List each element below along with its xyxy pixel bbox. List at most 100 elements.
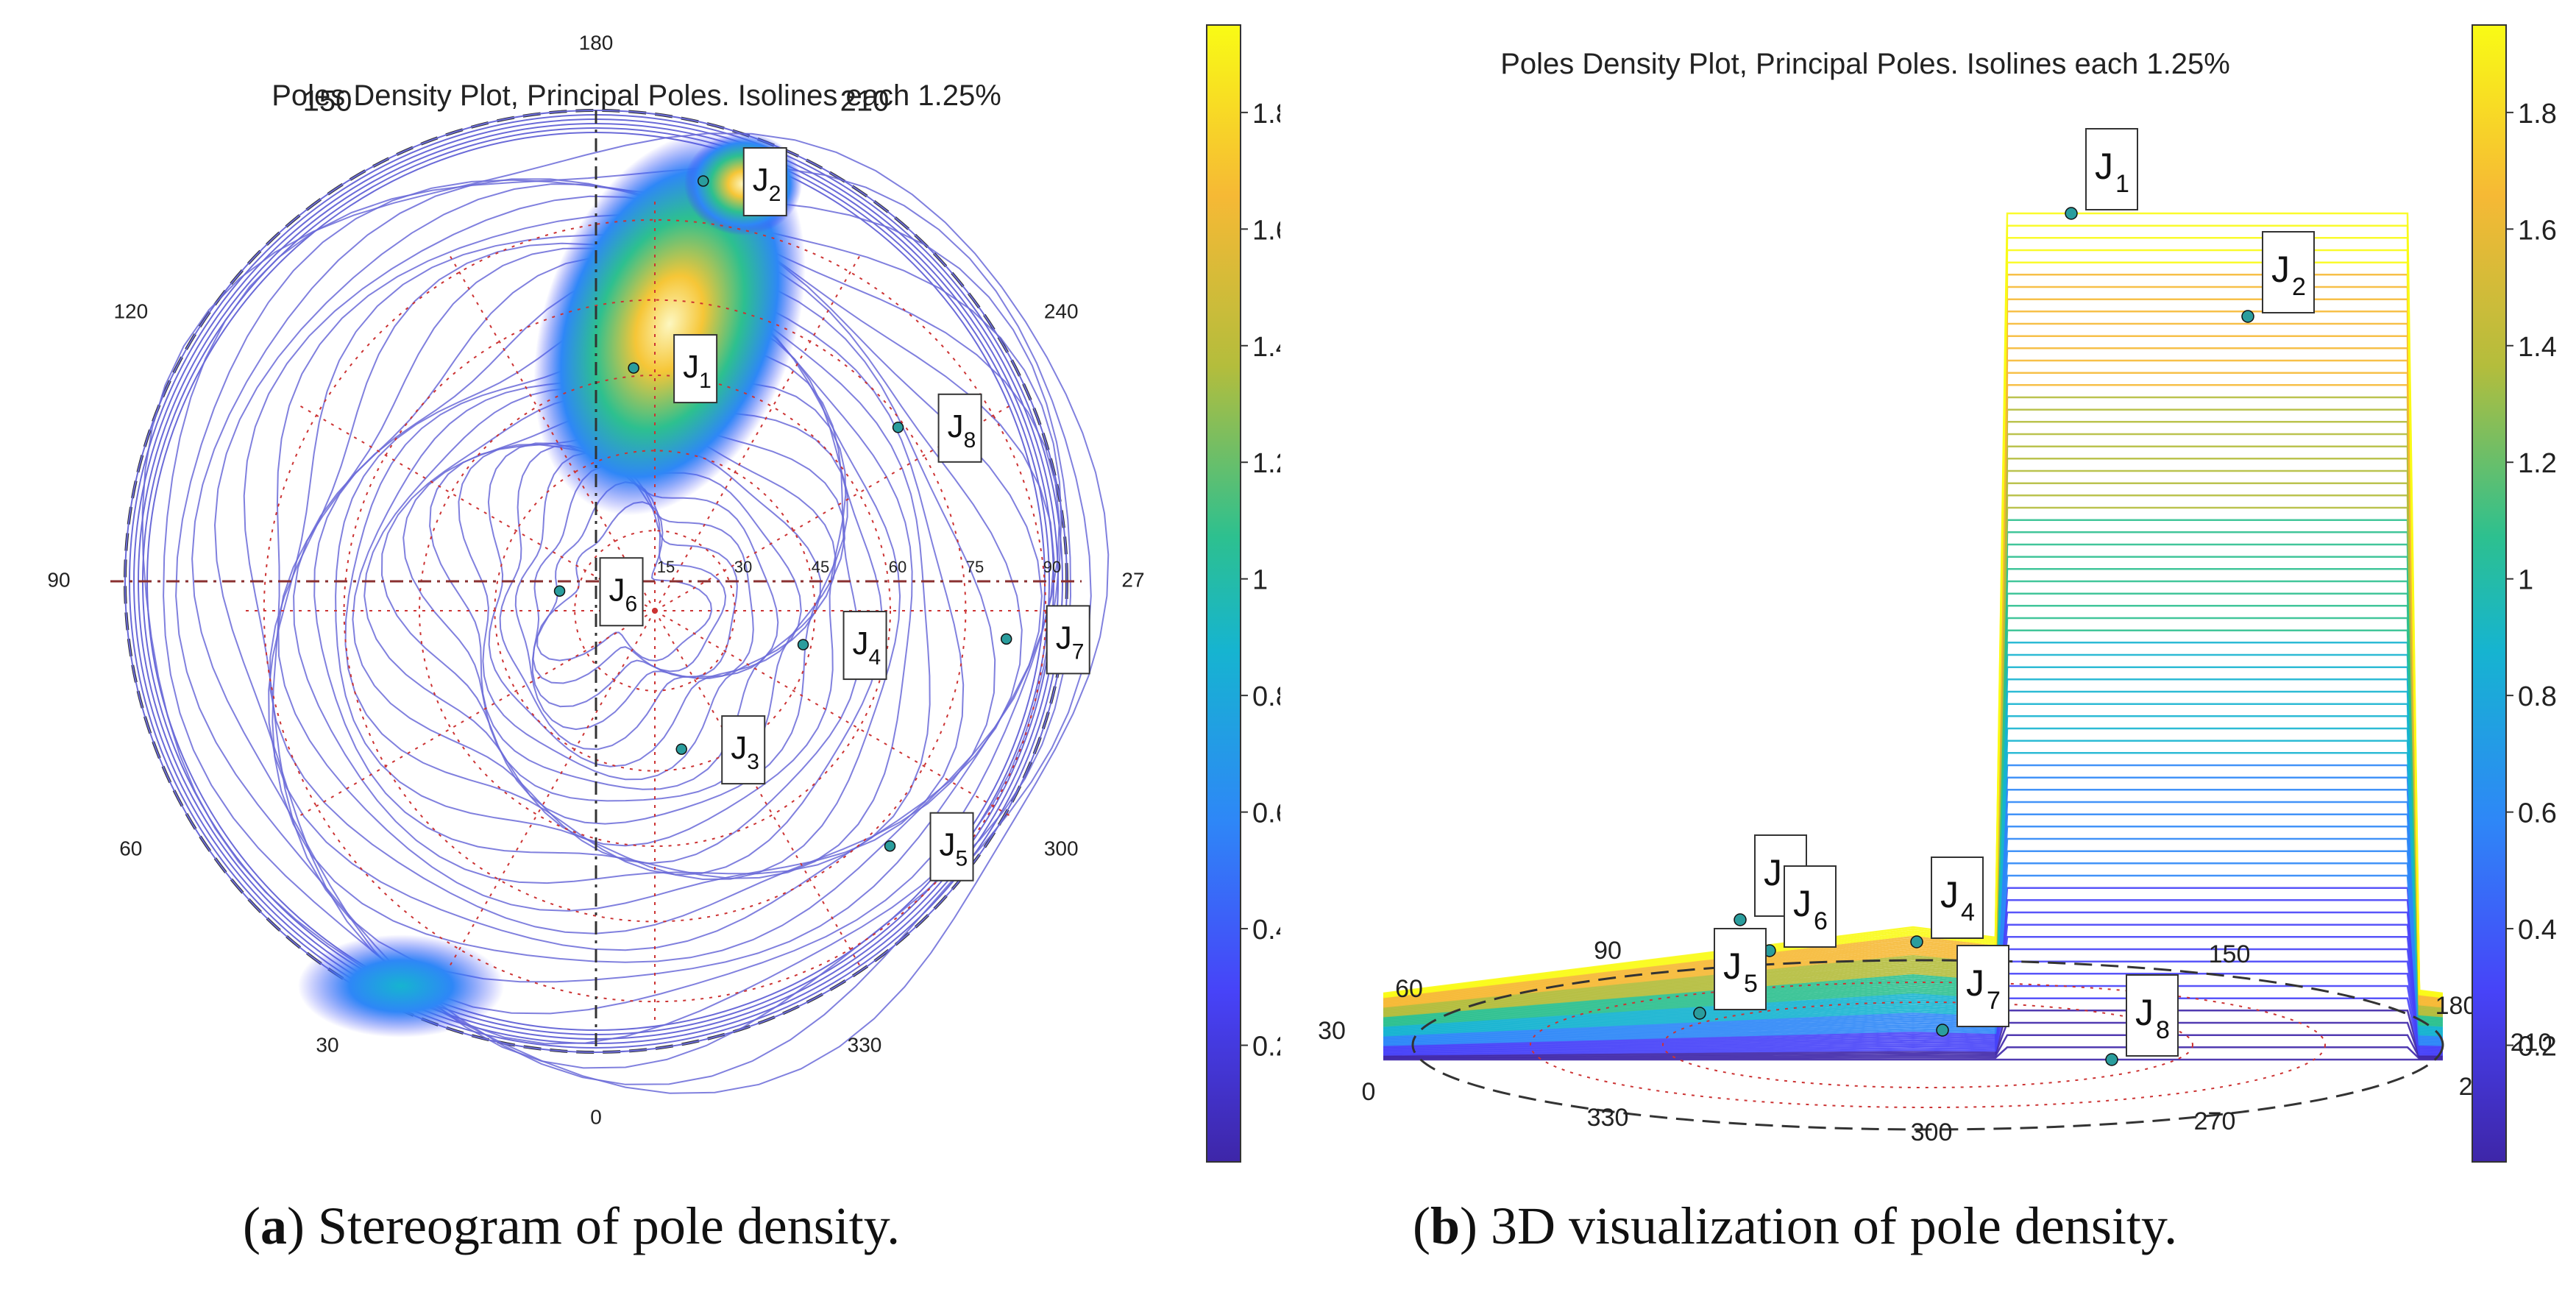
surface-line: [1383, 752, 2444, 1037]
surface-line: [1383, 813, 2444, 1042]
dip-label: 60: [889, 558, 906, 576]
joint-label-3d: J: [1764, 852, 1782, 893]
azimuth-ray: [297, 404, 656, 611]
joint-label-sub: 5: [956, 847, 968, 871]
surface-line: [1383, 249, 2444, 998]
surface-line: [1383, 715, 2444, 1034]
base-azimuth-label: 60: [1395, 975, 1423, 1003]
joint-marker-3d: [1910, 935, 1923, 948]
joint-marker-3d: [2241, 310, 2254, 323]
surface-line: [1383, 740, 2444, 1036]
joint-marker-3d: [2105, 1053, 2118, 1066]
surface-line: [1383, 224, 2444, 996]
azimuth-label: 330: [848, 1034, 882, 1057]
panel-b-3d-surface: Poles Density Plot, Principal Poles. Iso…: [1318, 24, 2557, 1163]
colorbar-tick-label: 1.6: [1252, 215, 1280, 246]
dip-label: 15: [657, 558, 675, 576]
joint-label: J: [609, 572, 625, 608]
surface-line: [1383, 973, 2444, 1054]
colorbar-a-ticks: 0.2 0.4 0.6 0.8 1 1.2 1.4 1.6 1.8: [1241, 99, 1280, 1063]
surface-line: [1383, 605, 2444, 1025]
colorbar-b-bar: [2472, 24, 2507, 1163]
surface-line: [1383, 764, 2444, 1038]
colorbar-tick-label: 1.2: [1252, 448, 1280, 479]
surface-line: [1383, 212, 2444, 995]
colorbar-tick-label: 1.4: [2518, 332, 2557, 363]
azimuth-ray: [654, 404, 1012, 611]
joint-label-box: [673, 334, 718, 404]
azimuth-ray: [654, 610, 1012, 818]
joint-label-box: [1046, 605, 1090, 675]
joint-label-box: [842, 611, 887, 681]
azimuth-label: 210: [840, 85, 890, 118]
isoline: [514, 452, 754, 731]
colorbar-tick-label: 0.6: [2518, 798, 2557, 829]
base-azimuth-label: 180: [2435, 992, 2477, 1020]
isoline: [175, 179, 1072, 1069]
surface-line: [1383, 642, 2444, 1028]
surface-line: [1383, 1021, 2444, 1058]
surface-line: [1383, 519, 2444, 1018]
base-azimuth-label: 30: [1318, 1017, 1346, 1045]
colorbar-tick-label: 0.4: [2518, 915, 2557, 946]
joint-label-3d: J: [1723, 946, 1742, 987]
joint-markers: J 2J 1J 8J 4J 6J 7J 3J 5: [553, 146, 1090, 882]
panel-a-title: Poles Density Plot, Principal Poles. Iso…: [272, 79, 1001, 112]
surface-line: [1383, 850, 2444, 1045]
polar-grid: [243, 199, 1067, 1023]
joint-label-box-3d: [1931, 857, 1984, 939]
surface-line: [1383, 274, 2444, 999]
joint-marker: [797, 639, 809, 650]
joint-marker: [892, 422, 904, 433]
surface-line: [1383, 433, 2444, 1012]
joint-marker: [628, 362, 639, 374]
base-ellipse: [1411, 959, 2444, 1131]
surface-line: [1383, 690, 2444, 1032]
surface-line: [1383, 580, 2444, 1024]
surface-line: [1383, 482, 2444, 1015]
joint-marker: [698, 175, 709, 187]
dip-circle: [419, 375, 891, 847]
dip-label: 45: [812, 558, 829, 576]
base-outline: [1411, 959, 2444, 1131]
surface-line: [1383, 469, 2444, 1015]
density-peak-j1-j2: [533, 132, 806, 516]
joint-marker-3d: [2065, 207, 2078, 220]
base-azimuth-label: 150: [2209, 940, 2251, 968]
density-corner-peak: [298, 935, 504, 1038]
base-azimuth-label: 90: [1594, 937, 1622, 965]
surface-line: [1383, 1046, 2443, 1060]
colorbar-b-ticks: 0.2 0.4 0.6 0.8 1 1.2 1.4 1.6 1.8: [2506, 99, 2557, 1063]
joint-marker: [1000, 633, 1012, 645]
base-inner-2: [1662, 1001, 2193, 1088]
caption-a-letter: a: [260, 1196, 287, 1255]
azimuth-label: 0: [590, 1105, 602, 1128]
surface-line: [1383, 359, 2444, 1006]
joint-label-sub: 4: [869, 645, 881, 670]
joint-marker: [553, 585, 566, 597]
colorbar-tick-label: 1: [2518, 565, 2533, 596]
surface-line: [1383, 887, 2444, 1047]
joint-label-box: [937, 393, 982, 463]
surface-line: [1383, 384, 2444, 1008]
surface-line: [1383, 985, 2444, 1055]
surface-line: [1383, 311, 2444, 1002]
surface-line: [1383, 556, 2444, 1021]
joint-label-box: [721, 715, 766, 785]
isoline: [536, 501, 713, 662]
joint-label-box-3d: [2085, 128, 2138, 210]
isoline: [272, 213, 1043, 963]
colorbar-a: 0.2 0.4 0.6 0.8 1 1.2 1.4 1.6 1.8: [1206, 24, 1280, 1163]
joint-label-sub-3d: 4: [1961, 898, 1975, 926]
surface-line: [1383, 335, 2444, 1004]
surface-line: [1383, 801, 2444, 1040]
surface-line: [1383, 899, 2444, 1049]
azimuth-label: 150: [303, 85, 352, 118]
surface-line: [1383, 408, 2444, 1010]
isoline: [268, 234, 1023, 951]
joint-label-sub: 7: [1072, 639, 1085, 664]
azimuth-label: 90: [47, 568, 70, 591]
colorbar-tick-label: 0.4: [1252, 915, 1280, 946]
surface-line: [1383, 458, 2444, 1014]
